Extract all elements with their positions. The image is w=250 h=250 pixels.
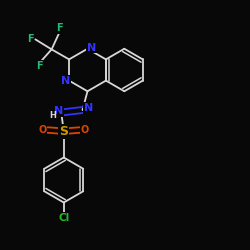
Text: F: F — [36, 61, 43, 71]
Text: N: N — [61, 76, 70, 86]
Text: N: N — [84, 103, 94, 113]
Text: N: N — [54, 106, 63, 116]
Text: F: F — [56, 23, 62, 33]
Text: O: O — [81, 125, 89, 135]
Text: O: O — [38, 125, 46, 135]
Text: S: S — [59, 125, 68, 138]
Text: F: F — [27, 34, 34, 44]
Text: N: N — [87, 42, 96, 52]
Text: Cl: Cl — [58, 213, 69, 223]
Text: H: H — [49, 111, 56, 120]
